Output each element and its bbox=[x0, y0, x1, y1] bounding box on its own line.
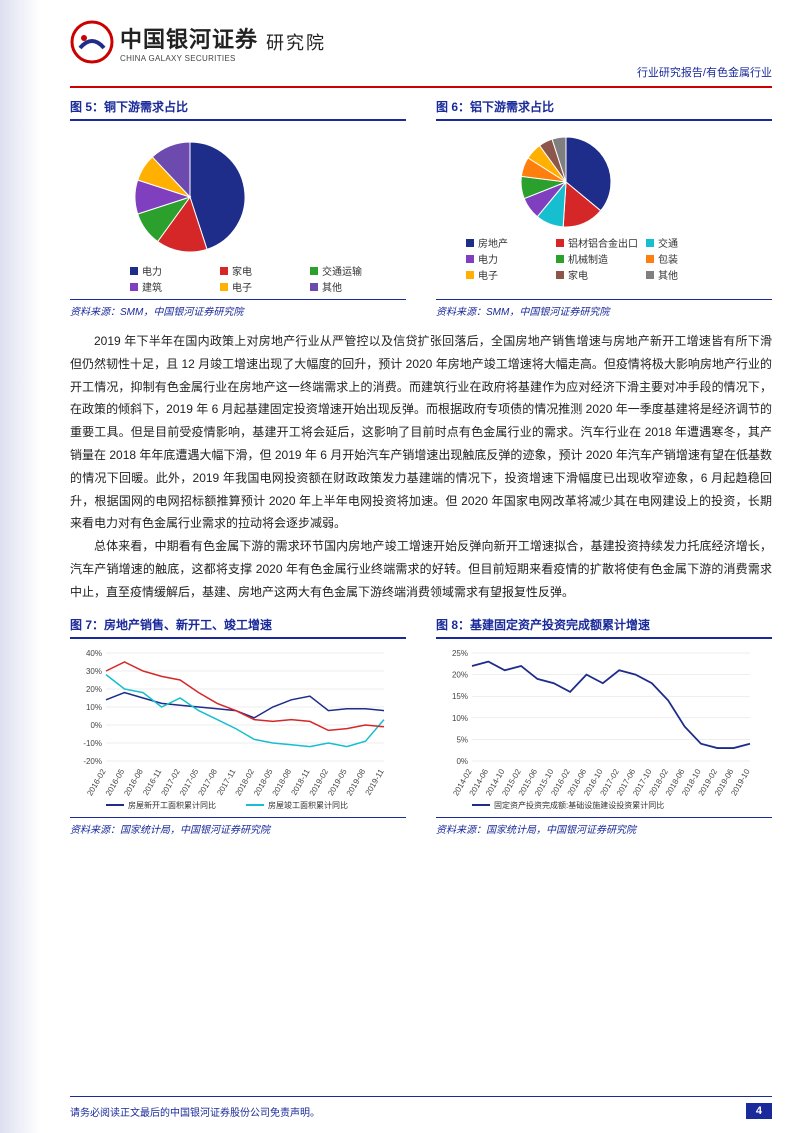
svg-text:电子: 电子 bbox=[232, 281, 252, 294]
svg-text:15%: 15% bbox=[452, 692, 468, 701]
footer: 请务必阅读正文最后的中国银河证券股份公司免责声明。 4 bbox=[70, 1096, 772, 1119]
svg-text:其他: 其他 bbox=[658, 269, 678, 282]
fig8-title: 图 8：基建固定资产投资完成额累计增速 bbox=[436, 616, 772, 639]
logo-icon bbox=[70, 20, 114, 64]
svg-text:5%: 5% bbox=[456, 735, 468, 744]
page-number: 4 bbox=[746, 1103, 772, 1119]
svg-text:其他: 其他 bbox=[322, 281, 342, 294]
fig7-title: 图 7：房地产销售、新开工、竣工增速 bbox=[70, 616, 406, 639]
fig7-chart: -20%-10%0%10%20%30%40%2016-022016-052016… bbox=[70, 645, 390, 815]
svg-text:交通运输: 交通运输 bbox=[322, 265, 362, 278]
svg-text:40%: 40% bbox=[86, 649, 102, 658]
svg-text:家电: 家电 bbox=[568, 269, 588, 282]
svg-text:电力: 电力 bbox=[478, 253, 498, 266]
figure-8: 图 8：基建固定资产投资完成额累计增速 0%5%10%15%20%25%2014… bbox=[436, 616, 772, 836]
fig5-source: 资料来源：SMM，中国银河证券研究院 bbox=[70, 299, 406, 318]
fig5-title: 图 5：铜下游需求占比 bbox=[70, 98, 406, 121]
svg-text:家电: 家电 bbox=[232, 265, 252, 278]
divider bbox=[70, 86, 772, 88]
svg-text:固定资产投资完成额:基础设施建设投资累计同比: 固定资产投资完成额:基础设施建设投资累计同比 bbox=[494, 800, 664, 810]
brand-cn: 中国银河证券 bbox=[120, 22, 258, 54]
doc-category: 行业研究报告/有色金属行业 bbox=[70, 64, 772, 80]
fig8-chart: 0%5%10%15%20%25%2014-022014-062014-10201… bbox=[436, 645, 756, 815]
body-text: 2019 年下半年在国内政策上对房地产行业从严管控以及信贷扩张回落后，全国房地产… bbox=[70, 330, 772, 604]
svg-text:机械制造: 机械制造 bbox=[568, 253, 608, 266]
svg-text:房地产: 房地产 bbox=[478, 237, 508, 250]
svg-text:房屋竣工面积累计同比: 房屋竣工面积累计同比 bbox=[268, 800, 348, 810]
header: 中国银河证券 CHINA GALAXY SECURITIES 研究院 bbox=[70, 20, 772, 64]
svg-text:2019-11: 2019-11 bbox=[364, 767, 386, 797]
figure-7: 图 7：房地产销售、新开工、竣工增速 -20% -10% 0% 10% 20% 30% 40… bbox=[70, 616, 406, 836]
svg-text:10%: 10% bbox=[86, 703, 102, 712]
fig8-source: 资料来源：国家统计局，中国银河证券研究院 bbox=[436, 817, 772, 836]
svg-text:建筑: 建筑 bbox=[142, 281, 162, 294]
fig7-source: 资料来源：国家统计局，中国银河证券研究院 bbox=[70, 817, 406, 836]
svg-text:电力: 电力 bbox=[142, 265, 162, 278]
svg-text:25%: 25% bbox=[452, 649, 468, 658]
para-1: 2019 年下半年在国内政策上对房地产行业从严管控以及信贷扩张回落后，全国房地产… bbox=[70, 330, 772, 535]
svg-text:20%: 20% bbox=[86, 685, 102, 694]
brand-en: CHINA GALAXY SECURITIES bbox=[120, 54, 258, 63]
fig6-pie: 房地产 铝材铝合金出口 交通电力 机械制造 包装电子 家电 其他 bbox=[436, 127, 756, 297]
fig6-title: 图 6：铝下游需求占比 bbox=[436, 98, 772, 121]
fig5-pie: 电力 家电 交通运输建筑 电子 其他 bbox=[70, 127, 390, 297]
svg-text:包装: 包装 bbox=[658, 253, 678, 266]
svg-text:-20%: -20% bbox=[83, 757, 102, 766]
svg-text:电子: 电子 bbox=[478, 269, 498, 282]
institute-label: 研究院 bbox=[266, 29, 326, 55]
figure-5: 图 5：铜下游需求占比 电力 家电 交通运输建筑 电子 其他 资料来源：SMM，中国银河… bbox=[70, 98, 406, 318]
svg-text:10%: 10% bbox=[452, 713, 468, 722]
svg-text:20%: 20% bbox=[452, 670, 468, 679]
disclaimer: 请务必阅读正文最后的中国银河证券股份公司免责声明。 bbox=[70, 1104, 320, 1119]
svg-text:铝材铝合金出口: 铝材铝合金出口 bbox=[568, 237, 638, 250]
fig6-source: 资料来源：SMM，中国银河证券研究院 bbox=[436, 299, 772, 318]
svg-text:-10%: -10% bbox=[83, 739, 102, 748]
svg-text:30%: 30% bbox=[86, 667, 102, 676]
svg-text:交通: 交通 bbox=[658, 237, 678, 250]
para-2: 总体来看，中期看有色金属下游的需求环节国内房地产竣工增速开始反弹向新开工增速拟合… bbox=[70, 535, 772, 603]
svg-text:房屋新开工面积累计同比: 房屋新开工面积累计同比 bbox=[128, 800, 216, 810]
svg-text:0%: 0% bbox=[90, 721, 102, 730]
svg-text:0%: 0% bbox=[456, 757, 468, 766]
figure-6: 图 6：铝下游需求占比 房地产 铝材铝合金出口 交通电力 机械制造 包装电子 家电 其他 资… bbox=[436, 98, 772, 318]
